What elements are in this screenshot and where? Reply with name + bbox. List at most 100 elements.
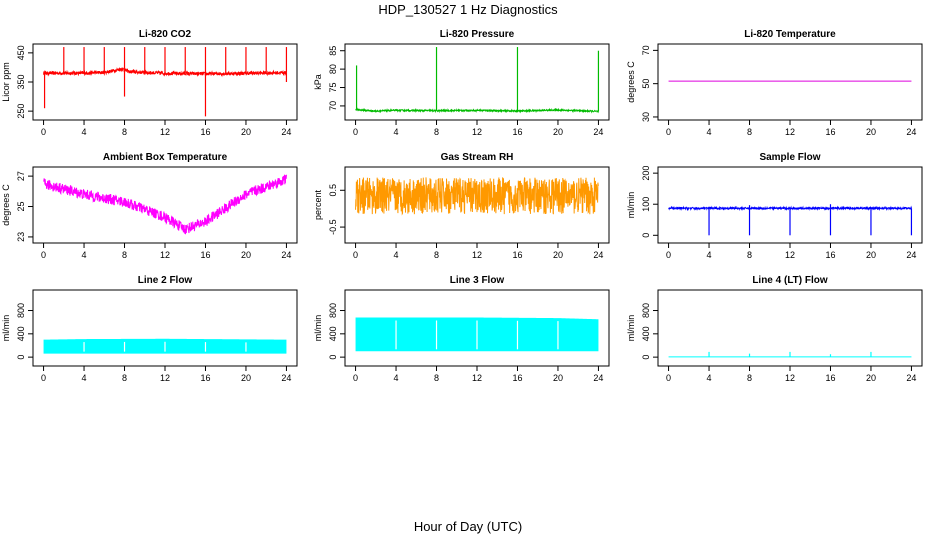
panel-title: Line 3 Flow: [450, 275, 505, 286]
y-axis-label: percent: [313, 189, 323, 220]
x-tick-label: 24: [281, 127, 291, 137]
x-tick-label: 20: [241, 127, 251, 137]
x-tick-label: 0: [353, 373, 358, 383]
plot-frame: [657, 43, 923, 121]
plot-frame: [32, 289, 298, 367]
x-tick-label: 16: [825, 373, 835, 383]
y-tick-label: 27: [16, 171, 26, 181]
y-tick-label: -0.5: [328, 219, 338, 235]
x-tick-label: 8: [122, 127, 127, 137]
x-tick-label: 12: [160, 373, 170, 383]
x-tick-label: 20: [553, 250, 563, 260]
x-tick-label: 20: [866, 250, 876, 260]
x-tick-label: 4: [394, 250, 399, 260]
x-tick-label: 16: [512, 127, 522, 137]
x-tick-label: 0: [353, 250, 358, 260]
x-tick-label: 12: [785, 250, 795, 260]
y-tick-label: 800: [16, 303, 26, 318]
y-tick-label: 100: [641, 197, 651, 212]
panel-title: Ambient Box Temperature: [103, 152, 228, 163]
plot-frame: [32, 166, 298, 244]
x-tick-label: 4: [394, 373, 399, 383]
panel-title: Line 2 Flow: [138, 275, 193, 286]
y-tick-label: 250: [16, 104, 26, 119]
panel-title: Line 4 (LT) Flow: [752, 275, 828, 286]
x-tick-label: 4: [707, 127, 712, 137]
x-tick-label: 20: [553, 127, 563, 137]
panel-line4: Line 4 (LT) Flow ml/min 0 4 8 12 16 20 24 0 400 800: [626, 275, 923, 383]
series-line: [355, 107, 599, 114]
x-tick-label: 12: [160, 250, 170, 260]
y-tick-label: 0: [641, 355, 651, 360]
panel-title: Sample Flow: [759, 152, 820, 163]
panel-title: Gas Stream RH: [441, 152, 514, 163]
x-tick-label: 4: [82, 127, 87, 137]
x-tick-label: 12: [472, 127, 482, 137]
series-line: [43, 174, 287, 235]
x-tick-label: 4: [394, 127, 399, 137]
y-tick-label: 30: [641, 112, 651, 122]
panel-ambient: Ambient Box Temperature degrees C 0 4 8 12 16 2…: [1, 152, 298, 260]
x-tick-label: 8: [434, 250, 439, 260]
panel-title: Li-820 Pressure: [440, 29, 515, 40]
series-line: [355, 177, 599, 216]
x-tick-label: 16: [825, 250, 835, 260]
x-tick-label: 24: [906, 250, 916, 260]
y-tick-label: 400: [641, 326, 651, 341]
x-tick-label: 4: [707, 250, 712, 260]
x-tick-label: 0: [666, 127, 671, 137]
x-tick-label: 24: [593, 250, 603, 260]
x-tick-label: 20: [241, 250, 251, 260]
y-axis-label: degrees C: [1, 184, 11, 226]
y-tick-label: 75: [328, 83, 338, 93]
y-axis-label: ml/min: [626, 315, 636, 342]
y-tick-label: 400: [328, 326, 338, 341]
figure-xlabel: Hour of Day (UTC): [414, 519, 522, 534]
x-tick-label: 24: [906, 127, 916, 137]
y-axis-label: degrees C: [626, 61, 636, 103]
x-tick-label: 8: [434, 127, 439, 137]
y-tick-label: 800: [328, 303, 338, 318]
x-tick-label: 24: [593, 373, 603, 383]
x-tick-label: 16: [512, 373, 522, 383]
panel-title: Li-820 Temperature: [744, 29, 836, 40]
x-tick-label: 0: [666, 250, 671, 260]
x-tick-label: 12: [472, 250, 482, 260]
x-tick-label: 8: [747, 127, 752, 137]
x-tick-label: 12: [785, 127, 795, 137]
y-tick-label: 25: [16, 202, 26, 212]
x-tick-label: 16: [200, 373, 210, 383]
y-axis-label: Licor ppm: [1, 62, 11, 102]
x-tick-label: 4: [82, 250, 87, 260]
y-tick-label: 0: [641, 233, 651, 238]
panel-sampleflow: Sample Flow ml/min 0 4 8 12 16 20 24 0 100 200: [626, 152, 923, 260]
plot-frame: [344, 43, 610, 121]
y-tick-label: 85: [328, 46, 338, 56]
x-tick-label: 0: [41, 373, 46, 383]
x-tick-label: 0: [41, 250, 46, 260]
panel-line3: Line 3 Flow ml/min 0 4 8 12 16 20 24 0 400 800: [313, 275, 610, 383]
x-tick-label: 20: [553, 373, 563, 383]
x-tick-label: 12: [785, 373, 795, 383]
x-tick-label: 8: [747, 250, 752, 260]
panel-rh: Gas Stream RH percent 0 4 8 12 16 20 24 -0.5 0.5: [313, 152, 610, 260]
panel-co2: Li-820 CO2 Licor ppm 0 4 8 12 16 20 24 250 350 450: [1, 29, 298, 137]
x-tick-label: 16: [512, 250, 522, 260]
y-tick-label: 450: [16, 45, 26, 60]
panel-line2: Line 2 Flow ml/min 0 4 8 12 16 20 24 0 400 800: [1, 275, 298, 383]
x-tick-label: 0: [666, 373, 671, 383]
x-tick-label: 16: [200, 250, 210, 260]
x-tick-label: 8: [434, 373, 439, 383]
x-tick-label: 0: [353, 127, 358, 137]
x-tick-label: 0: [41, 127, 46, 137]
x-tick-label: 12: [472, 373, 482, 383]
x-tick-label: 4: [82, 373, 87, 383]
x-tick-label: 8: [122, 250, 127, 260]
x-tick-label: 24: [593, 127, 603, 137]
y-axis-label: ml/min: [1, 315, 11, 342]
figure-title: HDP_130527 1 Hz Diagnostics: [378, 2, 558, 17]
y-tick-label: 0: [328, 355, 338, 360]
y-tick-label: 70: [641, 45, 651, 55]
x-tick-label: 16: [825, 127, 835, 137]
